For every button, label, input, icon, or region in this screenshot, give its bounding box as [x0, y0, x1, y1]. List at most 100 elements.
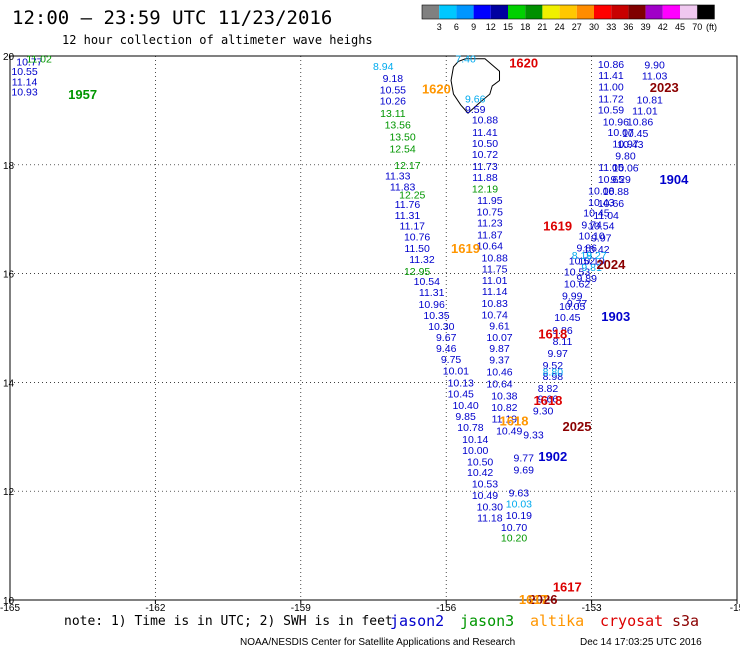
wave-height-jason2: 10.19: [506, 510, 532, 522]
y-tick-label: 18: [3, 161, 15, 172]
wave-height-jason2: 9.87: [489, 343, 510, 355]
wave-height-jason2: 11.14: [482, 286, 508, 298]
colorbar-label: 12: [486, 22, 496, 32]
colorbar-unit: (ft): [706, 22, 717, 32]
pass-label: 1957: [68, 87, 97, 102]
y-tick-label: 12: [3, 487, 15, 498]
wave-height-values: 10.5511.1410.9310.779.1810.5510.2611.331…: [11, 54, 667, 545]
wave-height-jason2: 10.10: [578, 256, 604, 268]
colorbar-swatch: [422, 5, 440, 19]
wave-height-jason2: 9.74: [581, 220, 602, 232]
wave-height-jason2: 10.45: [622, 128, 648, 140]
colorbar-swatch: [456, 5, 474, 19]
wave-height-jason2: 8.82: [538, 383, 559, 395]
wave-height-jason2: 9.37: [489, 355, 510, 367]
wave-height-jason2: 10.53: [472, 479, 498, 491]
colorbar-label: 42: [658, 22, 668, 32]
wave-height-jason2: 9.86: [577, 242, 598, 254]
wave-height-jason2: 10.05: [559, 301, 585, 313]
wave-height-jason2: 9.33: [523, 430, 544, 442]
colorbar-swatch: [525, 5, 543, 19]
wave-height-jason3: 13.50: [389, 132, 415, 144]
pass-label: 2026: [529, 592, 558, 607]
colorbar-label: 36: [623, 22, 633, 32]
colorbar-swatch: [508, 5, 526, 19]
wave-height-jason2: 9.59: [465, 104, 486, 116]
wave-height-jason2: 11.88: [472, 172, 498, 184]
wave-height-jason2: 10.52: [569, 256, 595, 268]
pass-label: 1618: [538, 326, 567, 341]
wave-height-jason2: 9.97: [591, 233, 612, 245]
y-axis-ticks: 10 12 14 16 18 20: [3, 52, 15, 607]
wave-height-altika: 8.94: [373, 61, 394, 73]
wave-height-jason2: 10.86: [627, 116, 653, 128]
wave-height-jason2: 10.01: [443, 365, 469, 377]
wave-height-jason2: 11.50: [404, 243, 430, 255]
colorbar-swatch: [559, 5, 577, 19]
wave-height-jason2: 9.67: [436, 332, 457, 344]
x-tick-label: -156: [436, 603, 456, 614]
wave-height-jason2: 10.74: [482, 309, 508, 321]
satellite-legend: jason2 jason3 altika cryosat s3a: [390, 612, 699, 630]
colorbar-swatch: [680, 5, 698, 19]
pass-label: 1617: [553, 579, 582, 594]
wave-height-jason2: 10.49: [496, 425, 522, 437]
wave-height-jason2: 11.01: [482, 275, 508, 287]
colorbar-label: 30: [589, 22, 599, 32]
wave-height-jason2: 10.62: [564, 278, 590, 290]
wave-height-jason2: 10.64: [477, 240, 503, 252]
footer-timestamp: Dec 14 17:03:25 UTC 2016: [580, 637, 702, 648]
wave-height-jason2: 9.75: [441, 354, 462, 366]
wave-height-jason2: 10.42: [583, 244, 609, 256]
wave-height-jason2: 10.50: [472, 138, 498, 150]
wave-height-jason2: 10.97: [612, 139, 638, 151]
wave-height-jason3: 12.95: [404, 266, 430, 278]
wave-height-jason2: 10.88: [482, 252, 508, 264]
satellite-cryosat: cryosat: [600, 612, 663, 630]
wave-height-jason3: 12.54: [389, 143, 415, 155]
pass-label: 1902: [538, 449, 567, 464]
wave-height-jason2: 9.63: [509, 487, 530, 499]
wave-height-jason3: 13.56: [385, 120, 411, 132]
colorbar-label: 24: [555, 22, 565, 32]
wave-height-jason2: 10.96: [603, 116, 629, 128]
wave-height-jason2: 10.40: [452, 400, 478, 412]
wave-height-jason2: 10.30: [477, 501, 503, 513]
wave-height-jason2: 9.30: [533, 406, 554, 418]
wave-height-jason2: 9.69: [514, 464, 535, 476]
pass-label: 1619: [543, 219, 572, 234]
wave-height-jason2: 9.52: [543, 360, 564, 372]
wave-height-jason2: 10.14: [462, 434, 488, 446]
wave-height-jason2: 10.82: [491, 402, 517, 414]
wave-height-jason2: 9.90: [644, 60, 665, 72]
wave-height-jason2: 10.96: [419, 299, 445, 311]
wave-height-jason2: 9.86: [552, 325, 573, 337]
wave-height-jason2: 9.29: [610, 174, 631, 186]
wave-height-jason2: 11.41: [598, 70, 624, 82]
wave-height-jason2: 10.49: [472, 490, 498, 502]
wave-height-jason2: 10.72: [472, 149, 498, 161]
wave-height-jason2: 8.98: [543, 371, 564, 383]
wave-height-jason2: 10.46: [486, 367, 512, 379]
colorbar-swatch: [594, 5, 612, 19]
footer-note: note: 1) Time is in UTC; 2) SWH is in fe…: [64, 614, 393, 629]
colorbar-label: 9: [471, 22, 476, 32]
wave-height-jason2: 11.41: [472, 127, 498, 139]
colorbar-label: 18: [520, 22, 530, 32]
pass-label: 1617: [519, 592, 548, 607]
wave-height-jason3: 12.25: [399, 190, 425, 202]
wave-height-jason2: 10.00: [462, 445, 488, 457]
wave-height-jason2: 9.89: [577, 273, 598, 285]
wave-height-jason2: 10.45: [583, 208, 609, 220]
pass-label: 1618: [500, 413, 529, 428]
wave-height-altika: 7.40: [455, 54, 476, 66]
wave-height-jason2: 11.87: [477, 229, 503, 241]
wave-height-jason2: 10.59: [598, 104, 624, 116]
wave-height-jason2: 10.54: [588, 221, 614, 233]
colorbar-outline: [421, 4, 715, 20]
wave-height-jason2: 11.14: [12, 77, 38, 89]
wave-height-jason2: 10.81: [637, 95, 663, 107]
pass-labels: 1957 1620 1620 2023 1904 1619 1619 2024 1903 1618…: [68, 56, 689, 607]
